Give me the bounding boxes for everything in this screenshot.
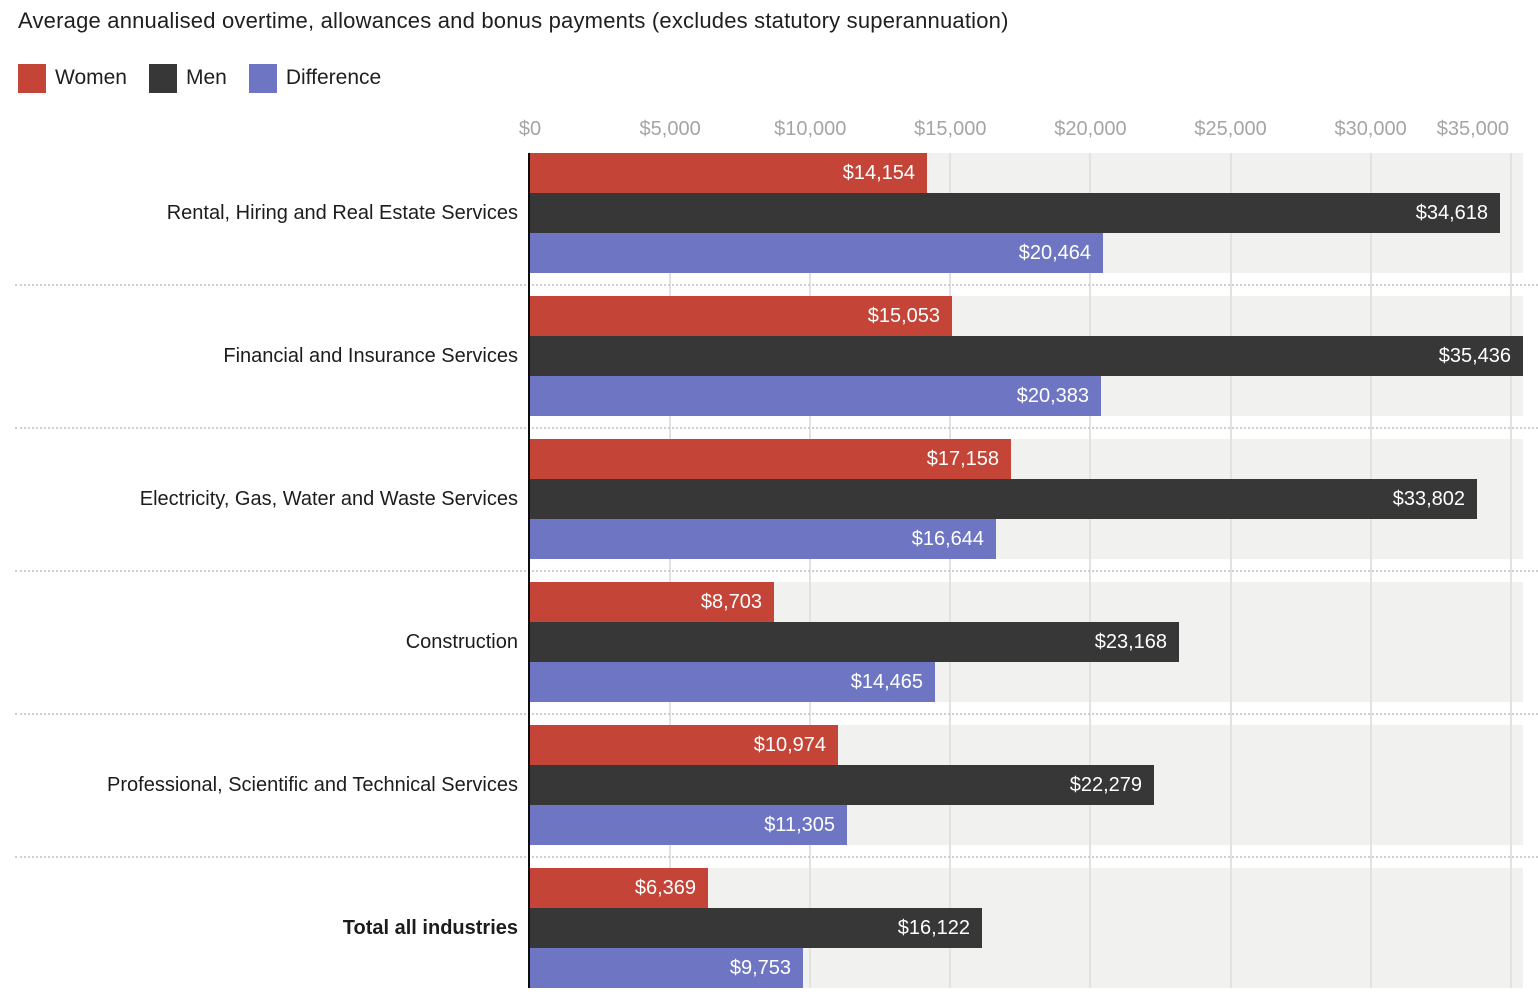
- bar-value-label: $35,436: [1438, 344, 1511, 367]
- legend-swatch-icon: [148, 63, 177, 93]
- bar-men[interactable]: $22,279: [530, 765, 1154, 805]
- bar-men[interactable]: $35,436: [530, 336, 1523, 376]
- bar-difference[interactable]: $20,383: [530, 376, 1101, 416]
- x-axis-tick-label: $30,000: [1334, 118, 1407, 140]
- category-separator: [15, 713, 1538, 715]
- bar-value-label: $6,369: [634, 876, 696, 899]
- x-axis-tick-label: $35,000: [1436, 118, 1509, 140]
- x-axis-tick-label: $15,000: [914, 118, 987, 140]
- bar-men[interactable]: $33,802: [530, 479, 1477, 519]
- bar-value-label: $20,464: [1018, 241, 1091, 264]
- legend-label: Women: [55, 66, 127, 89]
- category-label: Total all industries: [342, 917, 518, 939]
- bar-women[interactable]: $6,369: [530, 868, 708, 908]
- bar-women[interactable]: $8,703: [530, 582, 774, 622]
- bar-women[interactable]: $10,974: [530, 725, 838, 765]
- bar-difference[interactable]: $11,305: [530, 805, 847, 845]
- category-label: Rental, Hiring and Real Estate Services: [166, 202, 518, 224]
- legend-swatch-icon: [18, 63, 46, 93]
- bar-value-label: $14,465: [850, 670, 923, 693]
- bar-value-label: $9,753: [729, 956, 791, 979]
- bar-value-label: $20,383: [1016, 384, 1089, 407]
- bar-men[interactable]: $34,618: [530, 193, 1500, 233]
- bar-value-label: $15,053: [867, 304, 940, 327]
- y-axis-line: [528, 153, 530, 988]
- x-axis-tick-label: $5,000: [639, 118, 701, 140]
- bar-value-label: $8,703: [700, 590, 762, 613]
- bar-difference[interactable]: $20,464: [530, 233, 1103, 273]
- x-axis-tick-label: $0: [518, 118, 542, 140]
- category-separator: [15, 284, 1538, 286]
- category-separator: [15, 856, 1538, 858]
- bar-value-label: $22,279: [1069, 773, 1142, 796]
- legend-item-men[interactable]: Men: [148, 63, 227, 93]
- bar-difference[interactable]: $9,753: [530, 948, 803, 988]
- category-separator: [15, 427, 1538, 429]
- legend: Women Men Difference: [18, 63, 381, 93]
- bar-value-label: $16,122: [897, 916, 970, 939]
- category-label: Financial and Insurance Services: [223, 345, 518, 367]
- bar-women[interactable]: $14,154: [530, 153, 927, 193]
- bar-value-label: $10,974: [753, 733, 826, 756]
- x-axis-tick-label: $10,000: [774, 118, 847, 140]
- category-separator: [15, 570, 1538, 572]
- bar-value-label: $14,154: [842, 161, 915, 184]
- chart-title: Average annualised overtime, allowances …: [18, 8, 1009, 33]
- legend-label: Difference: [285, 66, 382, 89]
- bar-women[interactable]: $15,053: [530, 296, 952, 336]
- category-label: Construction: [405, 631, 518, 653]
- bar-value-label: $17,158: [926, 447, 999, 470]
- bar-difference[interactable]: $16,644: [530, 519, 996, 559]
- bar-women[interactable]: $17,158: [530, 439, 1011, 479]
- bar-value-label: $33,802: [1392, 487, 1465, 510]
- legend-item-women[interactable]: Women: [18, 63, 127, 93]
- legend-label: Men: [185, 66, 227, 89]
- bar-value-label: $16,644: [911, 527, 984, 550]
- legend-item-difference[interactable]: Difference: [248, 63, 382, 93]
- bar-men[interactable]: $23,168: [530, 622, 1179, 662]
- legend-swatch-icon: [248, 63, 277, 93]
- x-axis-tick-label: $20,000: [1054, 118, 1127, 140]
- category-label: Professional, Scientific and Technical S…: [107, 774, 518, 796]
- bar-value-label: $34,618: [1415, 201, 1488, 224]
- category-label: Electricity, Gas, Water and Waste Servic…: [139, 488, 518, 510]
- x-axis-tick-label: $25,000: [1194, 118, 1267, 140]
- bar-value-label: $23,168: [1094, 630, 1167, 653]
- bar-difference[interactable]: $14,465: [530, 662, 935, 702]
- bar-value-label: $11,305: [764, 813, 835, 836]
- bar-men[interactable]: $16,122: [530, 908, 982, 948]
